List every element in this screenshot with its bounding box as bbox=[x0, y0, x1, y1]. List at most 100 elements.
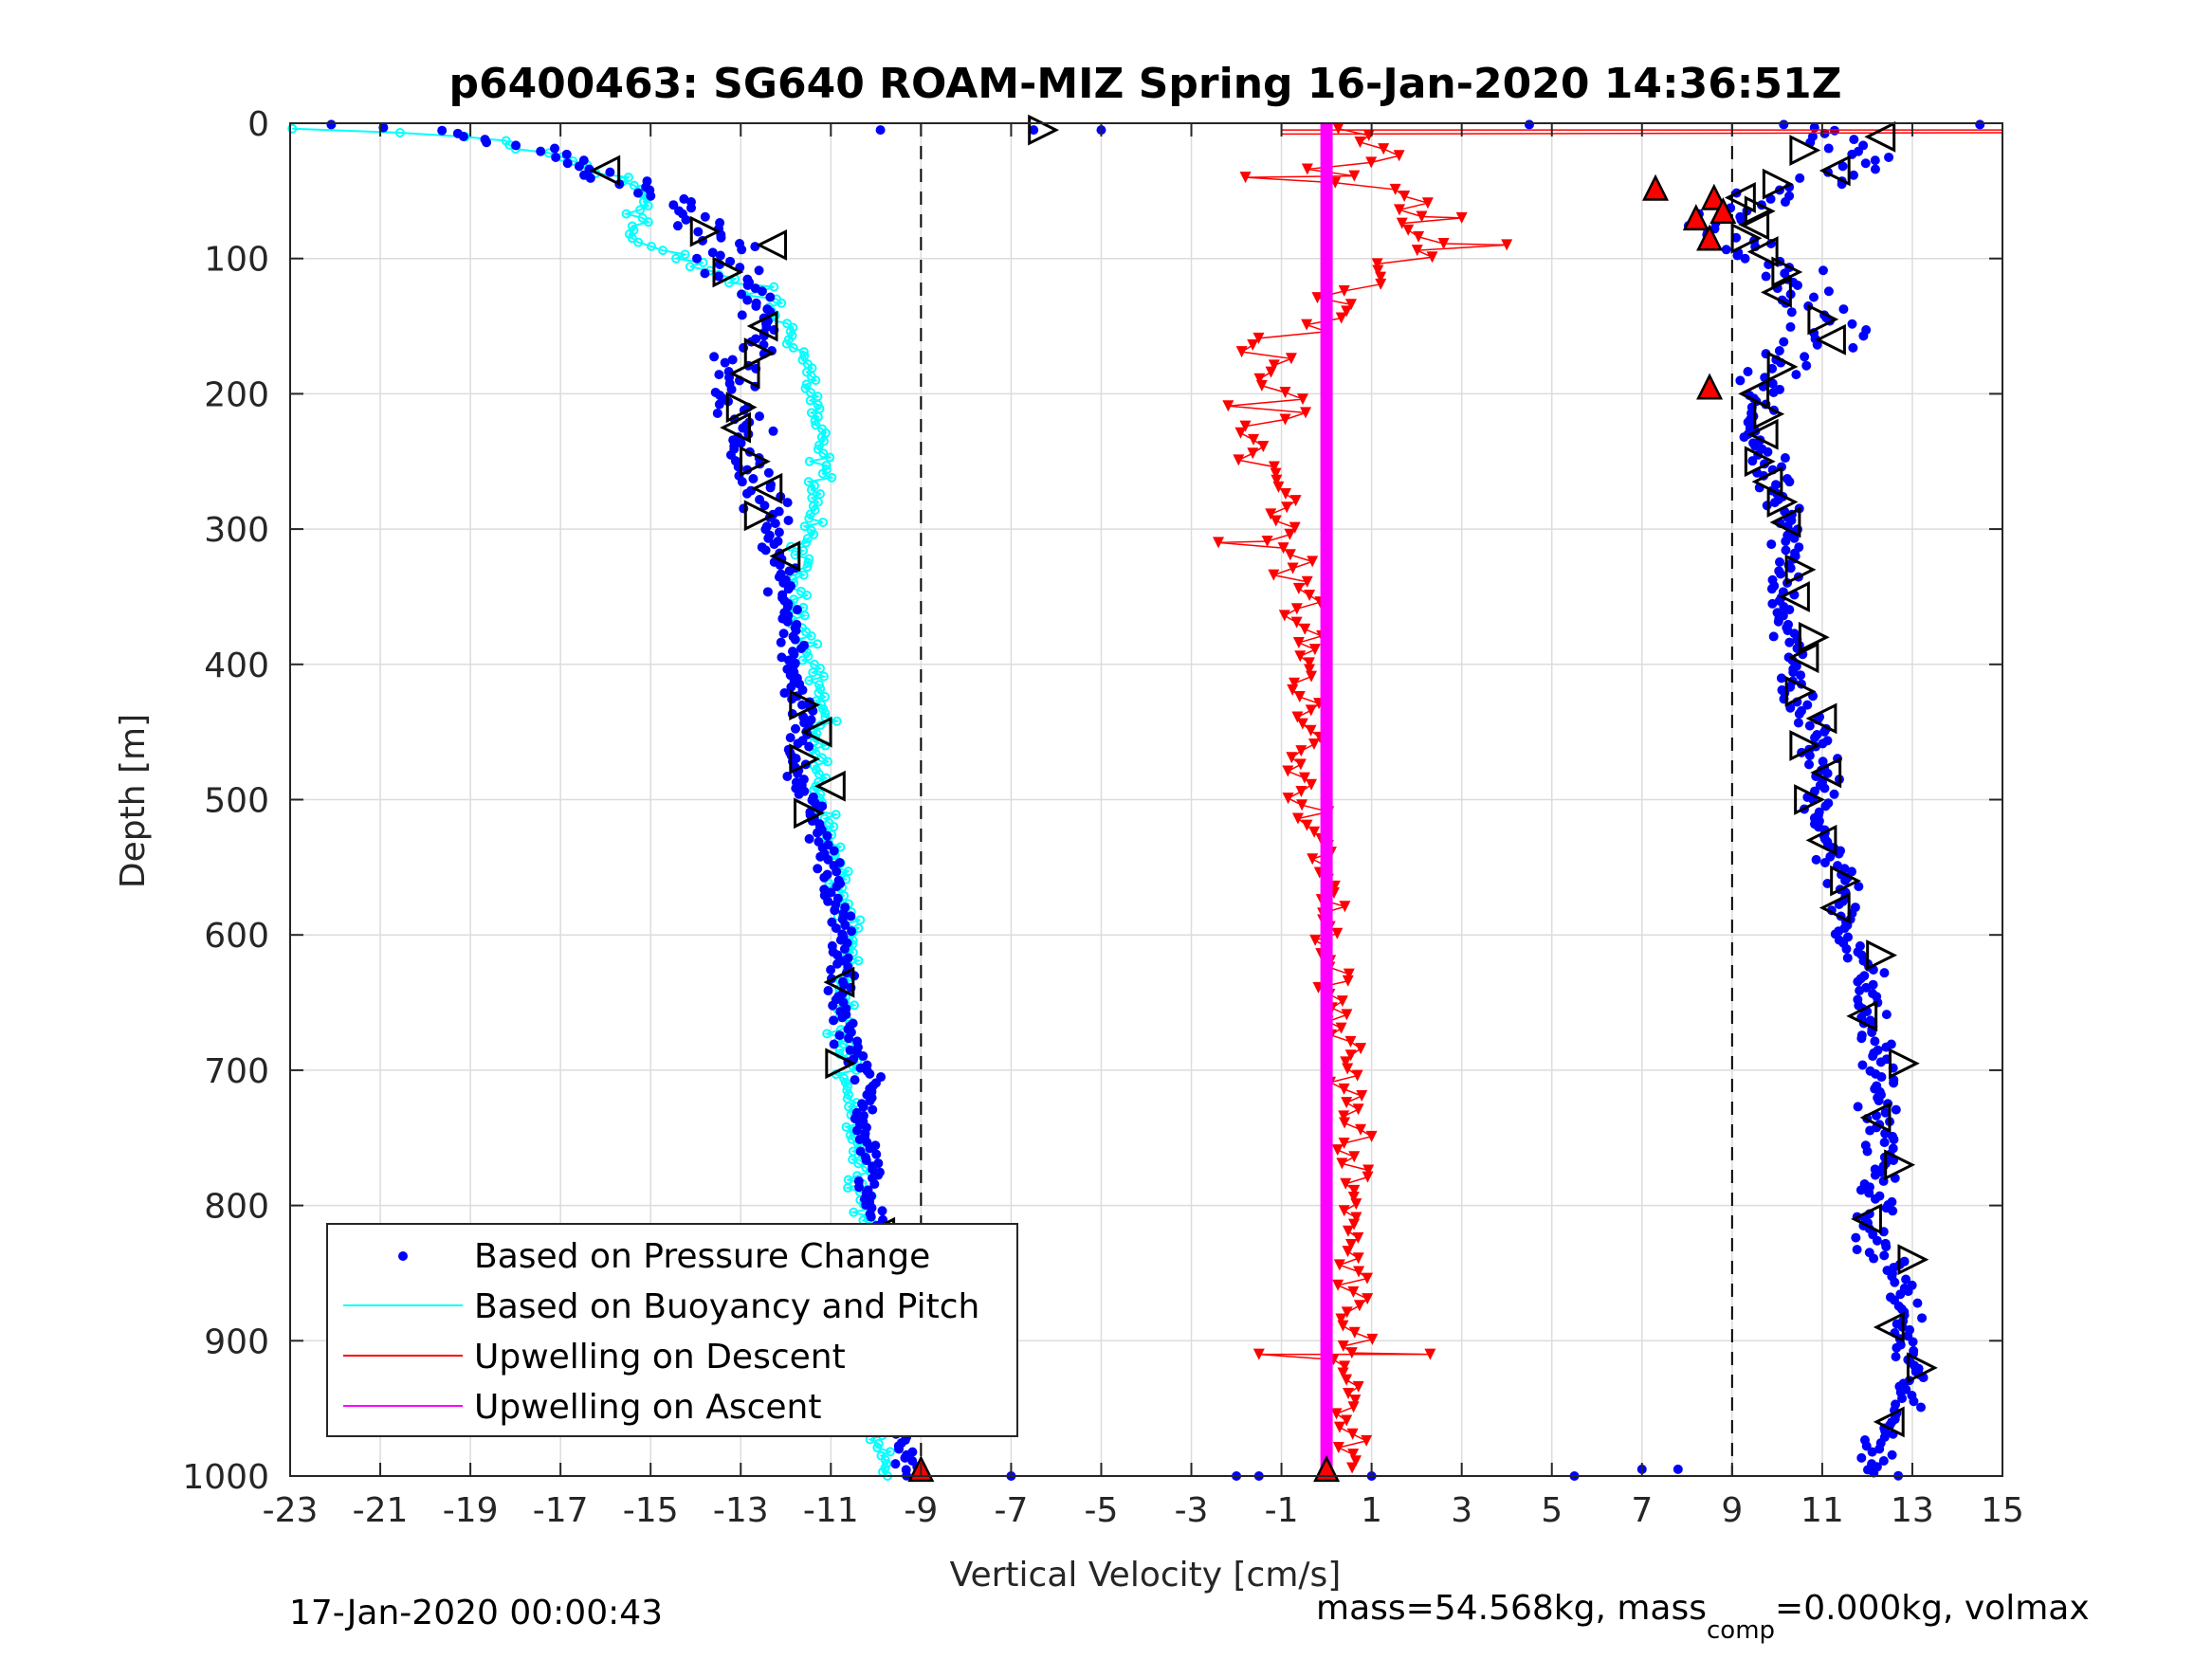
pressure-point bbox=[1818, 265, 1828, 276]
pressure-point bbox=[757, 286, 767, 297]
pressure-point bbox=[1872, 1235, 1882, 1246]
buoyancy-pitch-point bbox=[818, 448, 829, 459]
pressure-point bbox=[813, 864, 823, 874]
upwelling-descent-point bbox=[1285, 353, 1297, 365]
pressure-point bbox=[720, 357, 730, 368]
buoyancy-pitch-point bbox=[803, 557, 814, 568]
pressure-point bbox=[837, 1012, 848, 1023]
pressure-point bbox=[574, 161, 584, 172]
pressure-point bbox=[797, 700, 808, 710]
upwelling-descent-point bbox=[1307, 853, 1319, 866]
open-triangle-marker bbox=[1888, 1048, 1920, 1080]
pressure-point bbox=[742, 295, 753, 305]
upwelling-descent-point bbox=[1344, 1049, 1357, 1062]
pressure-point bbox=[1785, 563, 1796, 574]
upwelling-descent-point bbox=[1355, 1043, 1367, 1055]
footer-mass-sub: comp bbox=[1707, 1616, 1775, 1645]
pressure-point bbox=[1861, 1441, 1872, 1451]
upwelling-descent-point bbox=[1330, 1408, 1343, 1420]
x-tick-label: 9 bbox=[1721, 1491, 1743, 1530]
pressure-point bbox=[865, 1143, 875, 1154]
pressure-point bbox=[681, 214, 691, 225]
buoyancy-pitch-point bbox=[671, 253, 682, 264]
upwelling-descent-point bbox=[1362, 129, 1375, 141]
upwelling-descent-point bbox=[1305, 704, 1317, 717]
upwelling-descent-point bbox=[1339, 1360, 1351, 1373]
upwelling-descent-point bbox=[1296, 393, 1308, 406]
pressure-point bbox=[1875, 1057, 1886, 1067]
pressure-point bbox=[1767, 378, 1778, 389]
upwelling-descent-point bbox=[1268, 359, 1280, 372]
upwelling-descent-point bbox=[1343, 968, 1355, 980]
pressure-point bbox=[1792, 280, 1802, 290]
pressure-point bbox=[1901, 1274, 1911, 1285]
pressure-point bbox=[830, 905, 840, 916]
upwelling-descent-point bbox=[1308, 826, 1321, 838]
pressure-point bbox=[714, 399, 724, 410]
x-tick-label: -7 bbox=[994, 1491, 1028, 1530]
pressure-point bbox=[737, 289, 747, 300]
pressure-point bbox=[1776, 673, 1786, 684]
pressure-point bbox=[742, 280, 753, 290]
footer-mass-info: mass=54.568kg, masscomp=0.000kg, volmax bbox=[1316, 1589, 2090, 1645]
pressure-point bbox=[482, 137, 492, 148]
open-triangle-marker bbox=[769, 540, 801, 573]
pressure-point bbox=[868, 1104, 878, 1115]
upwelling-descent-point bbox=[1345, 1238, 1358, 1250]
pressure-point bbox=[804, 833, 814, 844]
buoyancy-pitch-point bbox=[799, 521, 810, 532]
pressure-point bbox=[1779, 119, 1789, 130]
pressure-point bbox=[1784, 605, 1795, 615]
pressure-point bbox=[822, 830, 832, 841]
pressure-point bbox=[1887, 1449, 1897, 1460]
upwelling-descent-point bbox=[1348, 1184, 1361, 1196]
pressure-point bbox=[716, 232, 726, 243]
upwelling-descent-point bbox=[1293, 691, 1306, 703]
pressure-point bbox=[1739, 432, 1749, 443]
pressure-point bbox=[1781, 545, 1791, 556]
legend-label-pressure: Based on Pressure Change bbox=[474, 1237, 930, 1276]
buoyancy-pitch-point bbox=[817, 468, 828, 479]
pressure-point bbox=[1820, 801, 1831, 811]
upwelling-descent-point bbox=[1253, 373, 1266, 385]
pressure-point bbox=[1854, 882, 1864, 892]
open-triangle-marker bbox=[1744, 195, 1776, 228]
buoyancy-pitch-point bbox=[802, 591, 813, 601]
upwelling-descent-point bbox=[1341, 1374, 1353, 1386]
upwelling-descent-point bbox=[1235, 346, 1248, 358]
open-triangle-marker bbox=[1906, 1352, 1938, 1384]
legend-entry-buoyancy: Based on Buoyancy and Pitch bbox=[343, 1287, 979, 1326]
upwelling-descent-point bbox=[1389, 183, 1401, 195]
pressure-point bbox=[536, 146, 546, 156]
upwelling-descent-point bbox=[1335, 312, 1347, 324]
upwelling-descent-point bbox=[1294, 650, 1307, 663]
open-triangle-marker bbox=[1746, 236, 1779, 267]
pressure-point bbox=[741, 488, 752, 499]
footer-timestamp: 17-Jan-2020 00:00:43 bbox=[289, 1594, 663, 1632]
upwelling-descent-point bbox=[1348, 1218, 1361, 1231]
pressure-point bbox=[727, 355, 738, 365]
upwelling-descent-point bbox=[1277, 542, 1289, 555]
x-tick-label: -1 bbox=[1265, 1491, 1299, 1530]
pressure-point bbox=[1822, 768, 1833, 778]
upwelling-descent-point bbox=[1355, 1123, 1367, 1136]
upwelling-descent-point bbox=[1305, 724, 1317, 737]
upwelling-descent-point bbox=[1341, 305, 1353, 318]
pressure-point bbox=[754, 411, 764, 422]
pressure-point bbox=[866, 1212, 876, 1222]
pressure-point bbox=[846, 911, 856, 921]
x-tick-label: 1 bbox=[1361, 1491, 1382, 1530]
buoyancy-pitch-point bbox=[806, 630, 816, 641]
buoyancy-pitch-point bbox=[829, 822, 839, 832]
upwelling-descent-point bbox=[1272, 481, 1285, 493]
buoyancy-pitch-point bbox=[799, 611, 810, 621]
upwelling-descent-point bbox=[1396, 217, 1408, 229]
pressure-point bbox=[861, 1155, 871, 1165]
legend-entry-ascent: Upwelling on Ascent bbox=[343, 1388, 821, 1427]
buoyancy-pitch-point bbox=[658, 246, 668, 256]
buoyancy-pitch-point bbox=[621, 209, 631, 219]
buoyancy-pitch-point bbox=[843, 1089, 853, 1100]
pressure-point bbox=[832, 866, 842, 877]
upwelling-descent-point bbox=[1378, 143, 1390, 155]
upwelling-descent-point bbox=[1371, 258, 1383, 270]
